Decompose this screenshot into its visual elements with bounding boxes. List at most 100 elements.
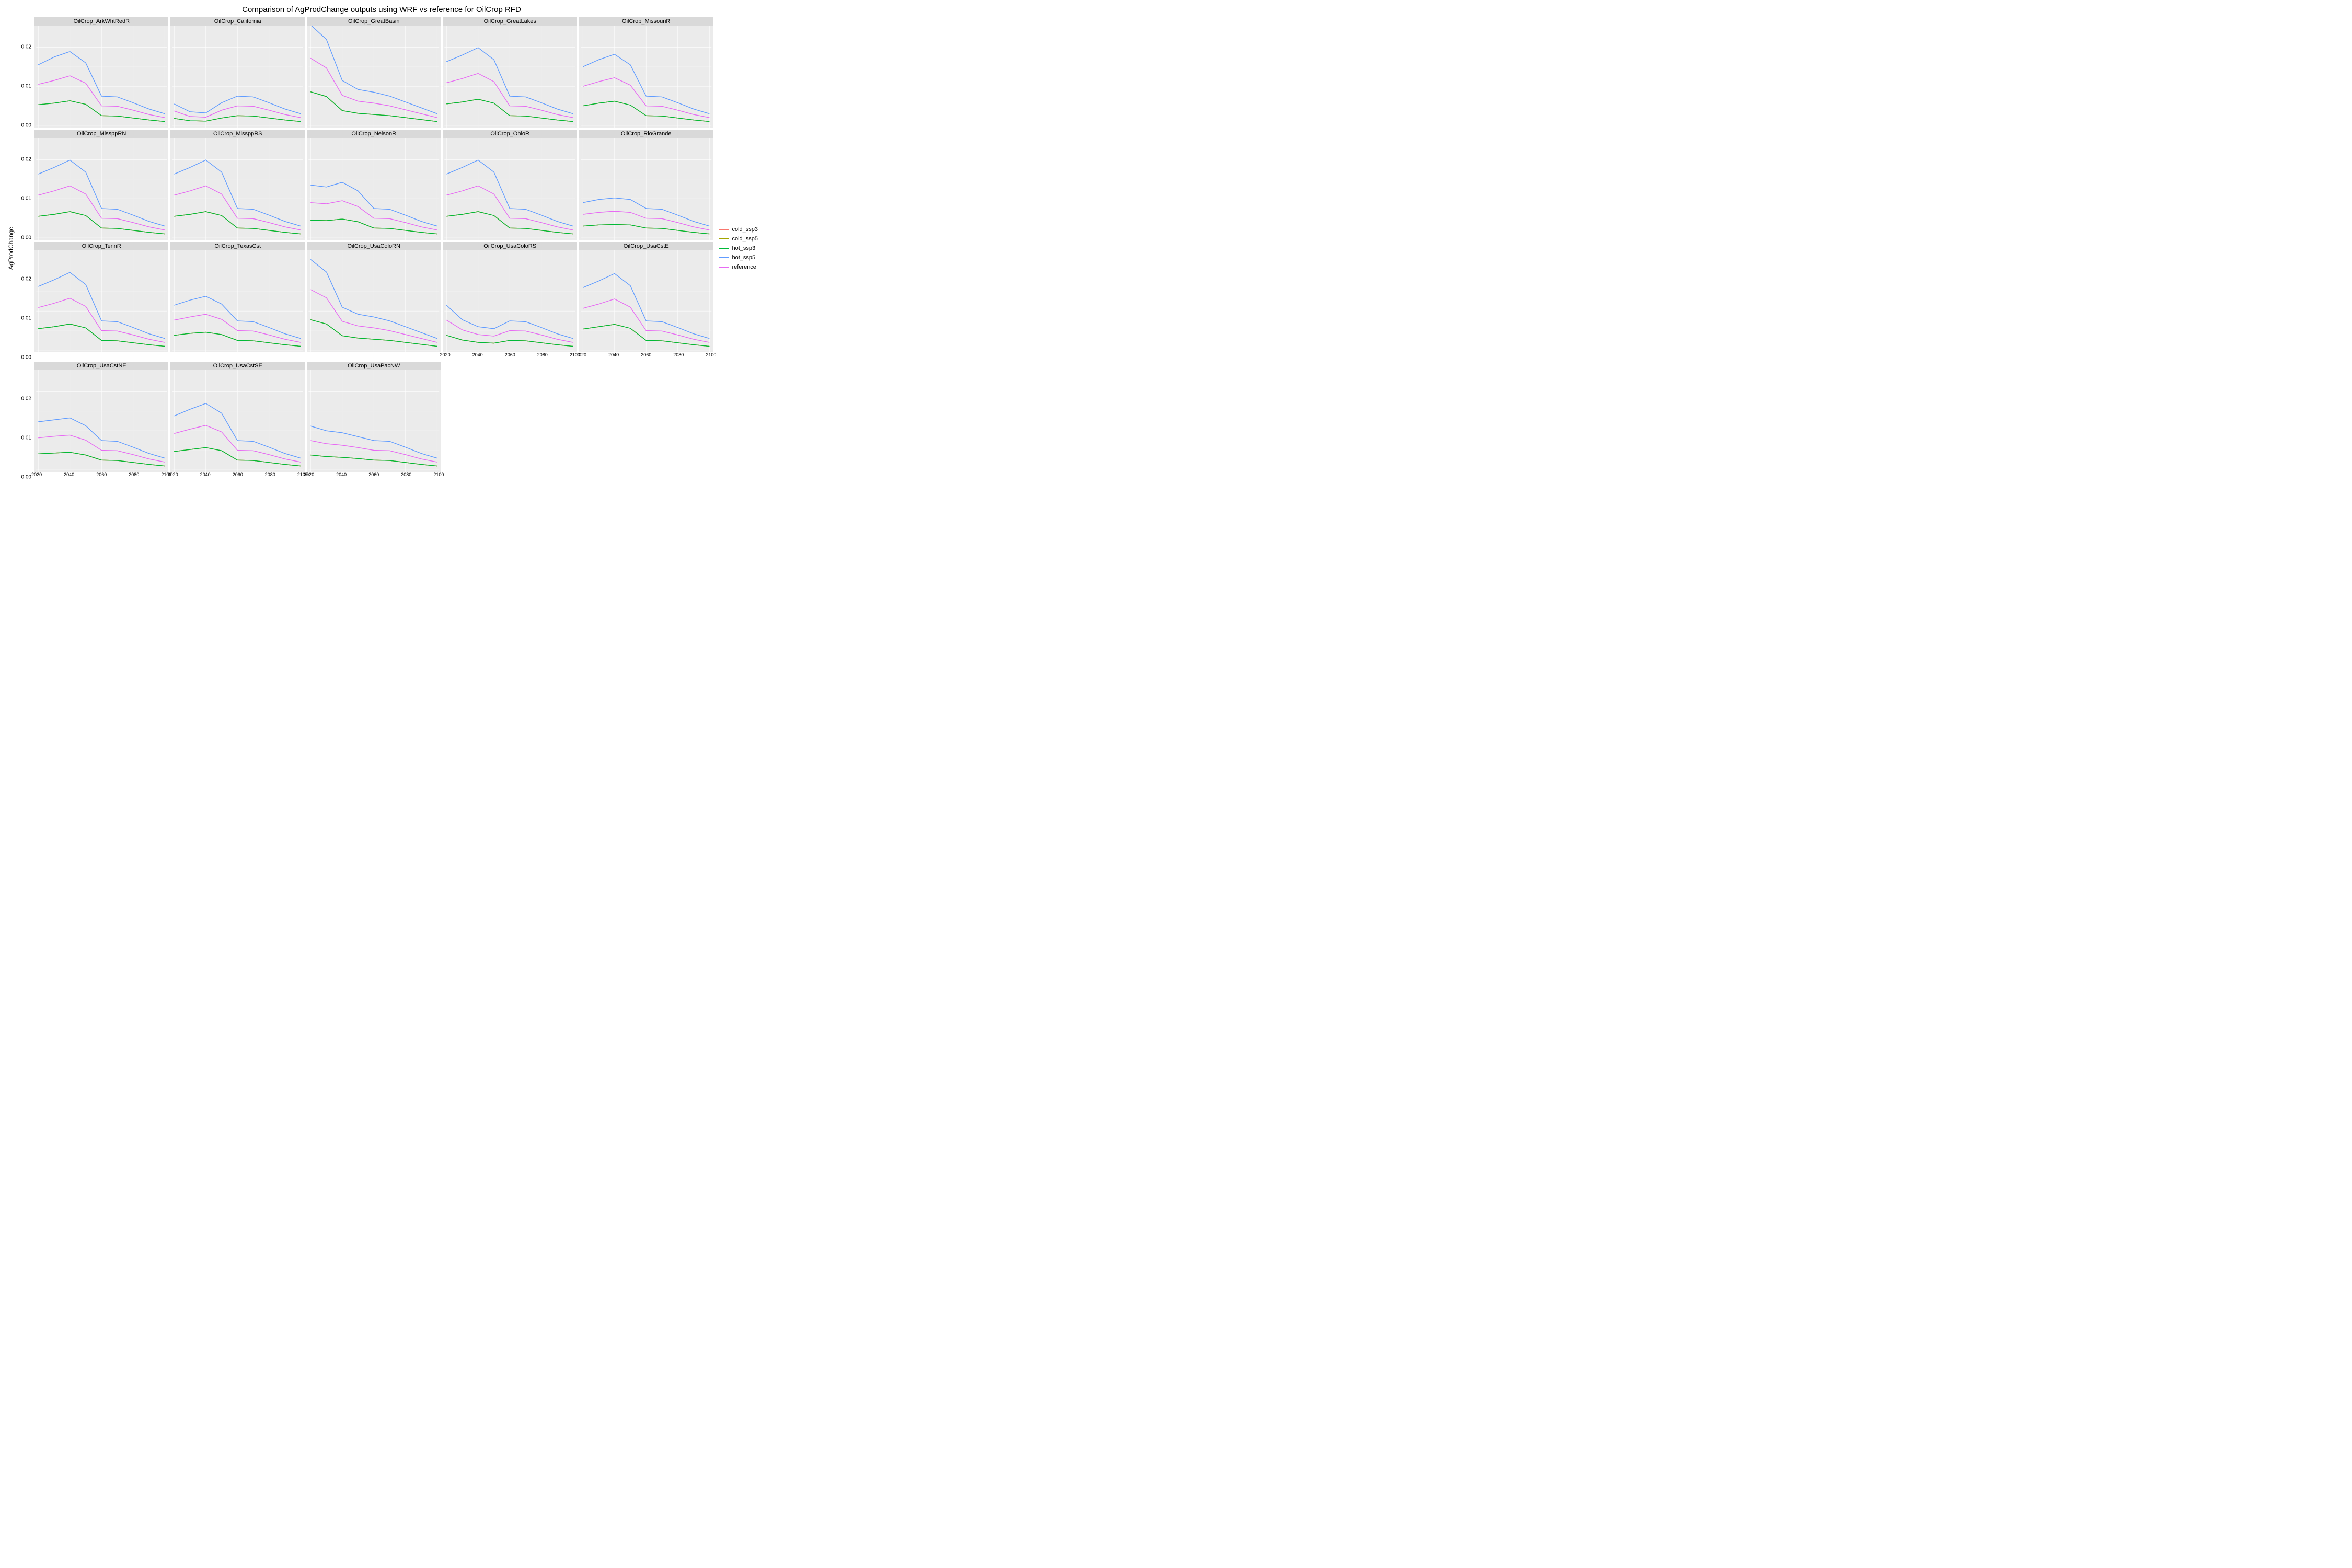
facet-panel: OilCrop_TexasCst — [170, 242, 304, 360]
facet-title: OilCrop_RioGrande — [579, 130, 713, 138]
legend-item-reference: reference — [719, 264, 758, 270]
facet-title: OilCrop_UsaCstE — [579, 242, 713, 250]
plot-area — [34, 250, 168, 352]
facet-panel: OilCrop_UsaCstNE20202040206020802100 — [34, 362, 168, 479]
plot-area — [34, 138, 168, 240]
plot-area — [170, 370, 304, 472]
y-axis-label: AgProdChange — [5, 227, 17, 270]
facet-title: OilCrop_UsaCstSE — [170, 362, 304, 370]
plot-area — [307, 250, 441, 352]
x-tick: 2040 — [472, 352, 483, 358]
facet-panel: OilCrop_GreatBasin — [307, 17, 441, 128]
facet-title: OilCrop_UsaColoRS — [443, 242, 577, 250]
x-tick: 2060 — [96, 472, 107, 477]
facet-panel: OilCrop_MissppRS — [170, 130, 304, 240]
x-tick: 2020 — [440, 352, 451, 358]
facet-panel: OilCrop_MissouriR — [579, 17, 713, 128]
legend-swatch — [719, 267, 729, 268]
facet-title: OilCrop_GreatBasin — [307, 17, 441, 26]
x-tick: 2080 — [265, 472, 275, 477]
facet-panel: OilCrop_UsaCstSE20202040206020802100 — [170, 362, 304, 479]
legend-swatch — [719, 248, 729, 249]
x-axis: 20202040206020802100 — [443, 352, 577, 360]
x-tick: 2080 — [129, 472, 139, 477]
chart-area: AgProdChange 0.00 0.01 0.02 OilCrop_ArkWhtR… — [5, 17, 758, 479]
y-axis: 0.00 0.01 0.02 — [17, 362, 32, 479]
y-axis: 0.00 0.01 0.02 — [17, 130, 32, 240]
plot-area — [34, 370, 168, 472]
x-tick: 2060 — [505, 352, 515, 358]
x-tick: 2080 — [673, 352, 684, 358]
x-tick: 2020 — [31, 472, 42, 477]
facet-panel: OilCrop_RioGrande — [579, 130, 713, 240]
facet-grid: 0.00 0.01 0.02 OilCrop_ArkWhtRedROilCrop_Ca… — [17, 17, 713, 479]
x-axis: 20202040206020802100 — [170, 472, 304, 479]
facet-panel: OilCrop_California — [170, 17, 304, 128]
y-tick: 0.01 — [21, 196, 31, 202]
x-tick: 2020 — [304, 472, 314, 477]
legend: cold_ssp3 cold_ssp5 hot_ssp3 hot_ssp5refere… — [713, 17, 758, 479]
legend-label: cold_ssp3 — [732, 226, 758, 233]
legend-swatch — [719, 257, 729, 258]
facet-title: OilCrop_TexasCst — [170, 242, 304, 250]
plot-area — [170, 26, 304, 128]
x-tick: 2020 — [168, 472, 178, 477]
plot-area — [579, 250, 713, 352]
facet-title: OilCrop_ArkWhtRedR — [34, 17, 168, 26]
facet-panel: OilCrop_ArkWhtRedR — [34, 17, 168, 128]
plot-area — [307, 26, 441, 128]
plot-area — [579, 26, 713, 128]
plot-area — [443, 138, 577, 240]
plot-area — [307, 370, 441, 472]
legend-label: hot_ssp5 — [732, 255, 755, 261]
x-tick: 2040 — [336, 472, 347, 477]
plot-area — [443, 26, 577, 128]
facet-title: OilCrop_NelsonR — [307, 130, 441, 138]
facet-panel: OilCrop_NelsonR — [307, 130, 441, 240]
facet-title: OilCrop_GreatLakes — [443, 17, 577, 26]
y-tick: 0.01 — [21, 435, 31, 441]
facet-title: OilCrop_UsaPacNW — [307, 362, 441, 370]
x-tick: 2100 — [706, 352, 716, 358]
x-axis: 20202040206020802100 — [34, 472, 168, 479]
x-tick: 2020 — [576, 352, 586, 358]
plot-area — [443, 250, 577, 352]
x-tick: 2060 — [641, 352, 651, 358]
facet-title: OilCrop_MissouriR — [579, 17, 713, 26]
y-tick: 0.00 — [21, 235, 31, 241]
legend-item-hot_ssp3: hot_ssp3 — [719, 245, 758, 251]
plot-container: Comparison of AgProdChange outputs using… — [5, 5, 758, 479]
facet-panel: OilCrop_MissppRN — [34, 130, 168, 240]
x-axis: 20202040206020802100 — [307, 472, 441, 479]
legend-swatch — [719, 238, 729, 239]
y-tick: 0.00 — [21, 355, 31, 361]
x-tick: 2080 — [401, 472, 411, 477]
facet-title: OilCrop_UsaColoRN — [307, 242, 441, 250]
legend-label: hot_ssp3 — [732, 245, 755, 251]
facet-title: OilCrop_California — [170, 17, 304, 26]
y-tick: 0.00 — [21, 475, 31, 480]
y-axis: 0.00 0.01 0.02 — [17, 242, 32, 360]
y-tick: 0.02 — [21, 157, 31, 163]
y-tick: 0.00 — [21, 123, 31, 129]
facet-panel: OilCrop_UsaCstE20202040206020802100 — [579, 242, 713, 360]
plot-area — [34, 26, 168, 128]
facet-title: OilCrop_OhioR — [443, 130, 577, 138]
plot-area — [170, 138, 304, 240]
x-axis: 20202040206020802100 — [579, 352, 713, 360]
facet-title: OilCrop_MissppRS — [170, 130, 304, 138]
y-tick: 0.01 — [21, 316, 31, 321]
legend-item-hot_ssp5: hot_ssp5 — [719, 255, 758, 261]
y-tick: 0.02 — [21, 396, 31, 402]
x-tick: 2060 — [368, 472, 379, 477]
y-tick: 0.02 — [21, 276, 31, 282]
facet-panel: OilCrop_UsaColoRS20202040206020802100 — [443, 242, 577, 360]
facet-title: OilCrop_TennR — [34, 242, 168, 250]
plot-area — [307, 138, 441, 240]
facet-title: OilCrop_MissppRN — [34, 130, 168, 138]
y-axis: 0.000.010.02 — [17, 17, 32, 128]
plot-area — [579, 138, 713, 240]
legend-label: cold_ssp5 — [732, 236, 758, 242]
x-tick: 2040 — [200, 472, 211, 477]
facet-panel: OilCrop_OhioR — [443, 130, 577, 240]
